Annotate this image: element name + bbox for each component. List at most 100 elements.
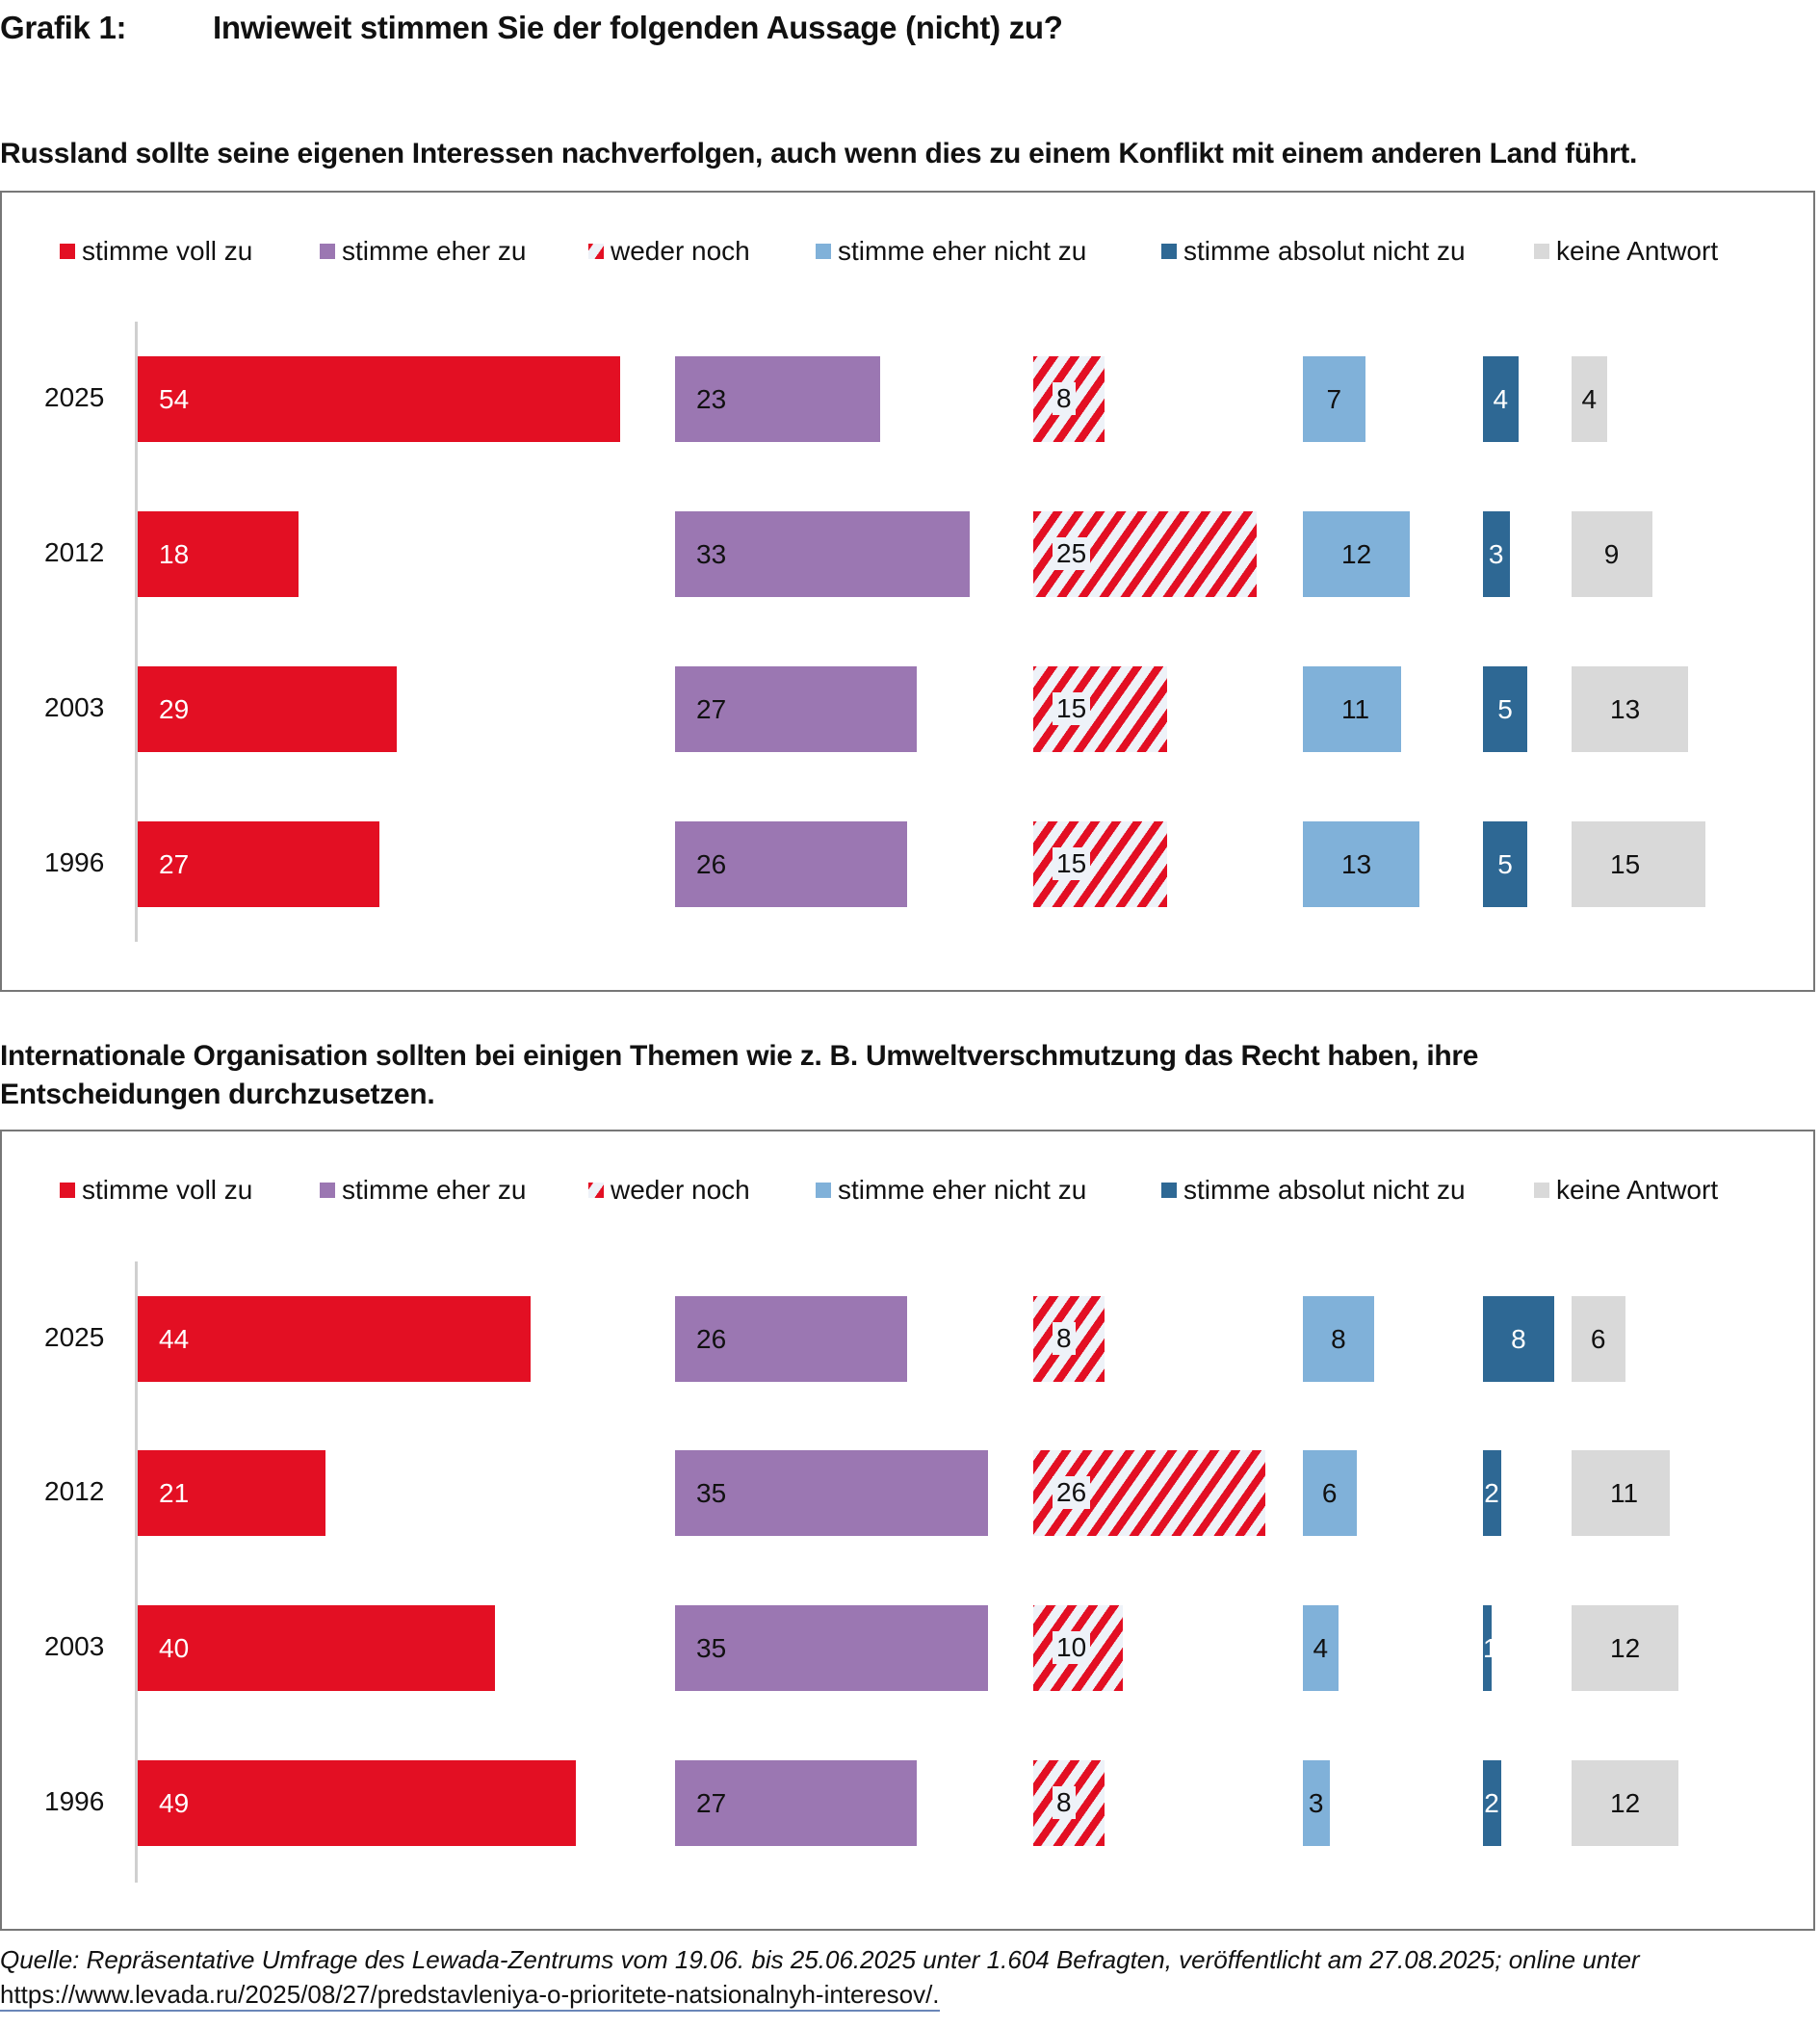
data-label: 2 xyxy=(1484,1478,1499,1508)
data-label: 49 xyxy=(159,1788,190,1818)
data-label: 33 xyxy=(696,539,727,569)
data-label: 8 xyxy=(1053,382,1076,415)
chart-1-title: Russland sollte seine eigenen Interessen… xyxy=(0,138,1637,169)
source-note: Quelle: Repräsentative Umfrage des Lewad… xyxy=(0,1945,1640,1974)
legend-swatch-stimme-absolut-nicht-zu xyxy=(1161,244,1177,259)
legend-label: weder noch xyxy=(611,236,750,266)
data-label: 27 xyxy=(696,694,727,724)
data-label: 8 xyxy=(1053,1322,1076,1355)
category-label: 2025 xyxy=(44,382,105,412)
legend-swatch-stimme-eher-zu xyxy=(320,244,335,259)
source-link[interactable]: https://www.levada.ru/2025/08/27/predsta… xyxy=(0,1980,940,2012)
data-label: 8 xyxy=(1511,1324,1526,1354)
legend-swatch-weder-noch xyxy=(588,244,604,259)
category-label: 1996 xyxy=(44,1786,105,1816)
data-label: 13 xyxy=(1341,849,1372,879)
bar-stimme-eher-nicht-zu xyxy=(1303,821,1419,907)
data-label: 54 xyxy=(159,384,190,414)
legend-item-stimme-eher-zu: stimme eher zu xyxy=(320,1175,526,1206)
legend-swatch-keine-antwort xyxy=(1534,244,1549,259)
legend-swatch-stimme-eher-nicht-zu xyxy=(816,1183,831,1198)
bar-keine-antwort xyxy=(1572,1450,1671,1536)
category-label: 2012 xyxy=(44,537,105,567)
bar-stimme-absolut-nicht-zu xyxy=(1483,1605,1493,1691)
bar-keine-antwort xyxy=(1572,1760,1679,1846)
legend-label: stimme eher zu xyxy=(342,236,527,266)
legend-item-stimme-eher-nicht-zu: stimme eher nicht zu xyxy=(816,236,1086,267)
category-label: 2025 xyxy=(44,1322,105,1352)
bar-stimme-voll-zu xyxy=(138,1296,532,1382)
chart-2-title-line-2: Entscheidungen durchzusetzen. xyxy=(0,1079,435,1110)
figure-title: Inwieweit stimmen Sie der folgenden Auss… xyxy=(213,10,1063,45)
data-label: 23 xyxy=(696,384,727,414)
bar-stimme-eher-nicht-zu xyxy=(1303,666,1402,752)
legend-item-stimme-eher-nicht-zu: stimme eher nicht zu xyxy=(816,1175,1086,1206)
legend-swatch-weder-noch xyxy=(588,1183,604,1198)
data-label: 8 xyxy=(1053,1786,1076,1819)
legend-label: weder noch xyxy=(611,1175,750,1205)
data-label: 11 xyxy=(1341,694,1370,724)
chart-1-frame xyxy=(0,191,1815,992)
category-label: 2003 xyxy=(44,1631,105,1661)
legend-item-keine-antwort: keine Antwort xyxy=(1534,1175,1718,1206)
bar-stimme-eher-nicht-zu xyxy=(1303,1450,1357,1536)
category-label: 2012 xyxy=(44,1476,105,1506)
data-label: 6 xyxy=(1590,1324,1606,1354)
bar-keine-antwort xyxy=(1572,1296,1625,1382)
legend-label: stimme eher zu xyxy=(342,1175,527,1205)
legend-item-keine-antwort: keine Antwort xyxy=(1534,236,1718,267)
bar-keine-antwort xyxy=(1572,511,1652,597)
legend-label: stimme absolut nicht zu xyxy=(1183,1175,1466,1205)
bar-stimme-eher-zu xyxy=(675,1760,917,1846)
data-label: 44 xyxy=(159,1324,190,1354)
data-label: 3 xyxy=(1488,539,1504,569)
legend-swatch-keine-antwort xyxy=(1534,1183,1549,1198)
bar-stimme-eher-zu xyxy=(675,666,917,752)
bar-stimme-absolut-nicht-zu xyxy=(1483,1450,1501,1536)
data-label: 13 xyxy=(1610,694,1641,724)
bar-stimme-eher-zu xyxy=(675,511,971,597)
data-label: 29 xyxy=(159,694,190,724)
data-label: 26 xyxy=(696,849,727,879)
bar-stimme-voll-zu xyxy=(138,821,379,907)
category-label: 2003 xyxy=(44,692,105,722)
data-label: 12 xyxy=(1610,1788,1641,1818)
data-label: 4 xyxy=(1581,384,1598,414)
legend-item-stimme-voll-zu: stimme voll zu xyxy=(60,236,252,267)
data-label: 35 xyxy=(696,1633,727,1663)
data-label: 12 xyxy=(1341,539,1372,569)
bar-stimme-voll-zu xyxy=(138,666,398,752)
data-label: 15 xyxy=(1053,692,1091,725)
bar-stimme-eher-zu xyxy=(675,1450,988,1536)
data-label: 9 xyxy=(1603,539,1620,569)
bar-stimme-eher-nicht-zu xyxy=(1303,356,1365,442)
legend-label: stimme voll zu xyxy=(82,236,253,266)
data-label: 18 xyxy=(159,539,190,569)
bar-keine-antwort xyxy=(1572,821,1706,907)
legend-label: keine Antwort xyxy=(1556,236,1719,266)
data-label: 10 xyxy=(1053,1631,1091,1664)
figure-label: Grafik 1: xyxy=(0,10,127,45)
legend-item-stimme-eher-zu: stimme eher zu xyxy=(320,236,526,267)
data-label: 3 xyxy=(1308,1788,1324,1818)
data-label: 7 xyxy=(1326,384,1342,414)
bar-stimme-voll-zu xyxy=(138,511,299,597)
bar-stimme-eher-nicht-zu xyxy=(1303,1605,1339,1691)
legend-swatch-stimme-voll-zu xyxy=(60,244,75,259)
data-label: 26 xyxy=(696,1324,727,1354)
data-label: 6 xyxy=(1321,1478,1338,1508)
bar-stimme-absolut-nicht-zu xyxy=(1483,356,1520,442)
legend-swatch-stimme-eher-zu xyxy=(320,1183,335,1198)
category-label: 1996 xyxy=(44,847,105,877)
data-label: 5 xyxy=(1497,849,1513,879)
bar-stimme-eher-zu xyxy=(675,1605,988,1691)
bar-keine-antwort xyxy=(1572,666,1688,752)
data-label: 26 xyxy=(1053,1476,1091,1509)
bar-stimme-absolut-nicht-zu xyxy=(1483,821,1528,907)
legend-label: keine Antwort xyxy=(1556,1175,1719,1205)
data-label: 4 xyxy=(1313,1633,1329,1663)
bar-stimme-absolut-nicht-zu xyxy=(1483,511,1510,597)
legend-item-stimme-absolut-nicht-zu: stimme absolut nicht zu xyxy=(1161,236,1466,267)
legend-label: stimme absolut nicht zu xyxy=(1183,236,1466,266)
data-label: 11 xyxy=(1610,1478,1639,1508)
